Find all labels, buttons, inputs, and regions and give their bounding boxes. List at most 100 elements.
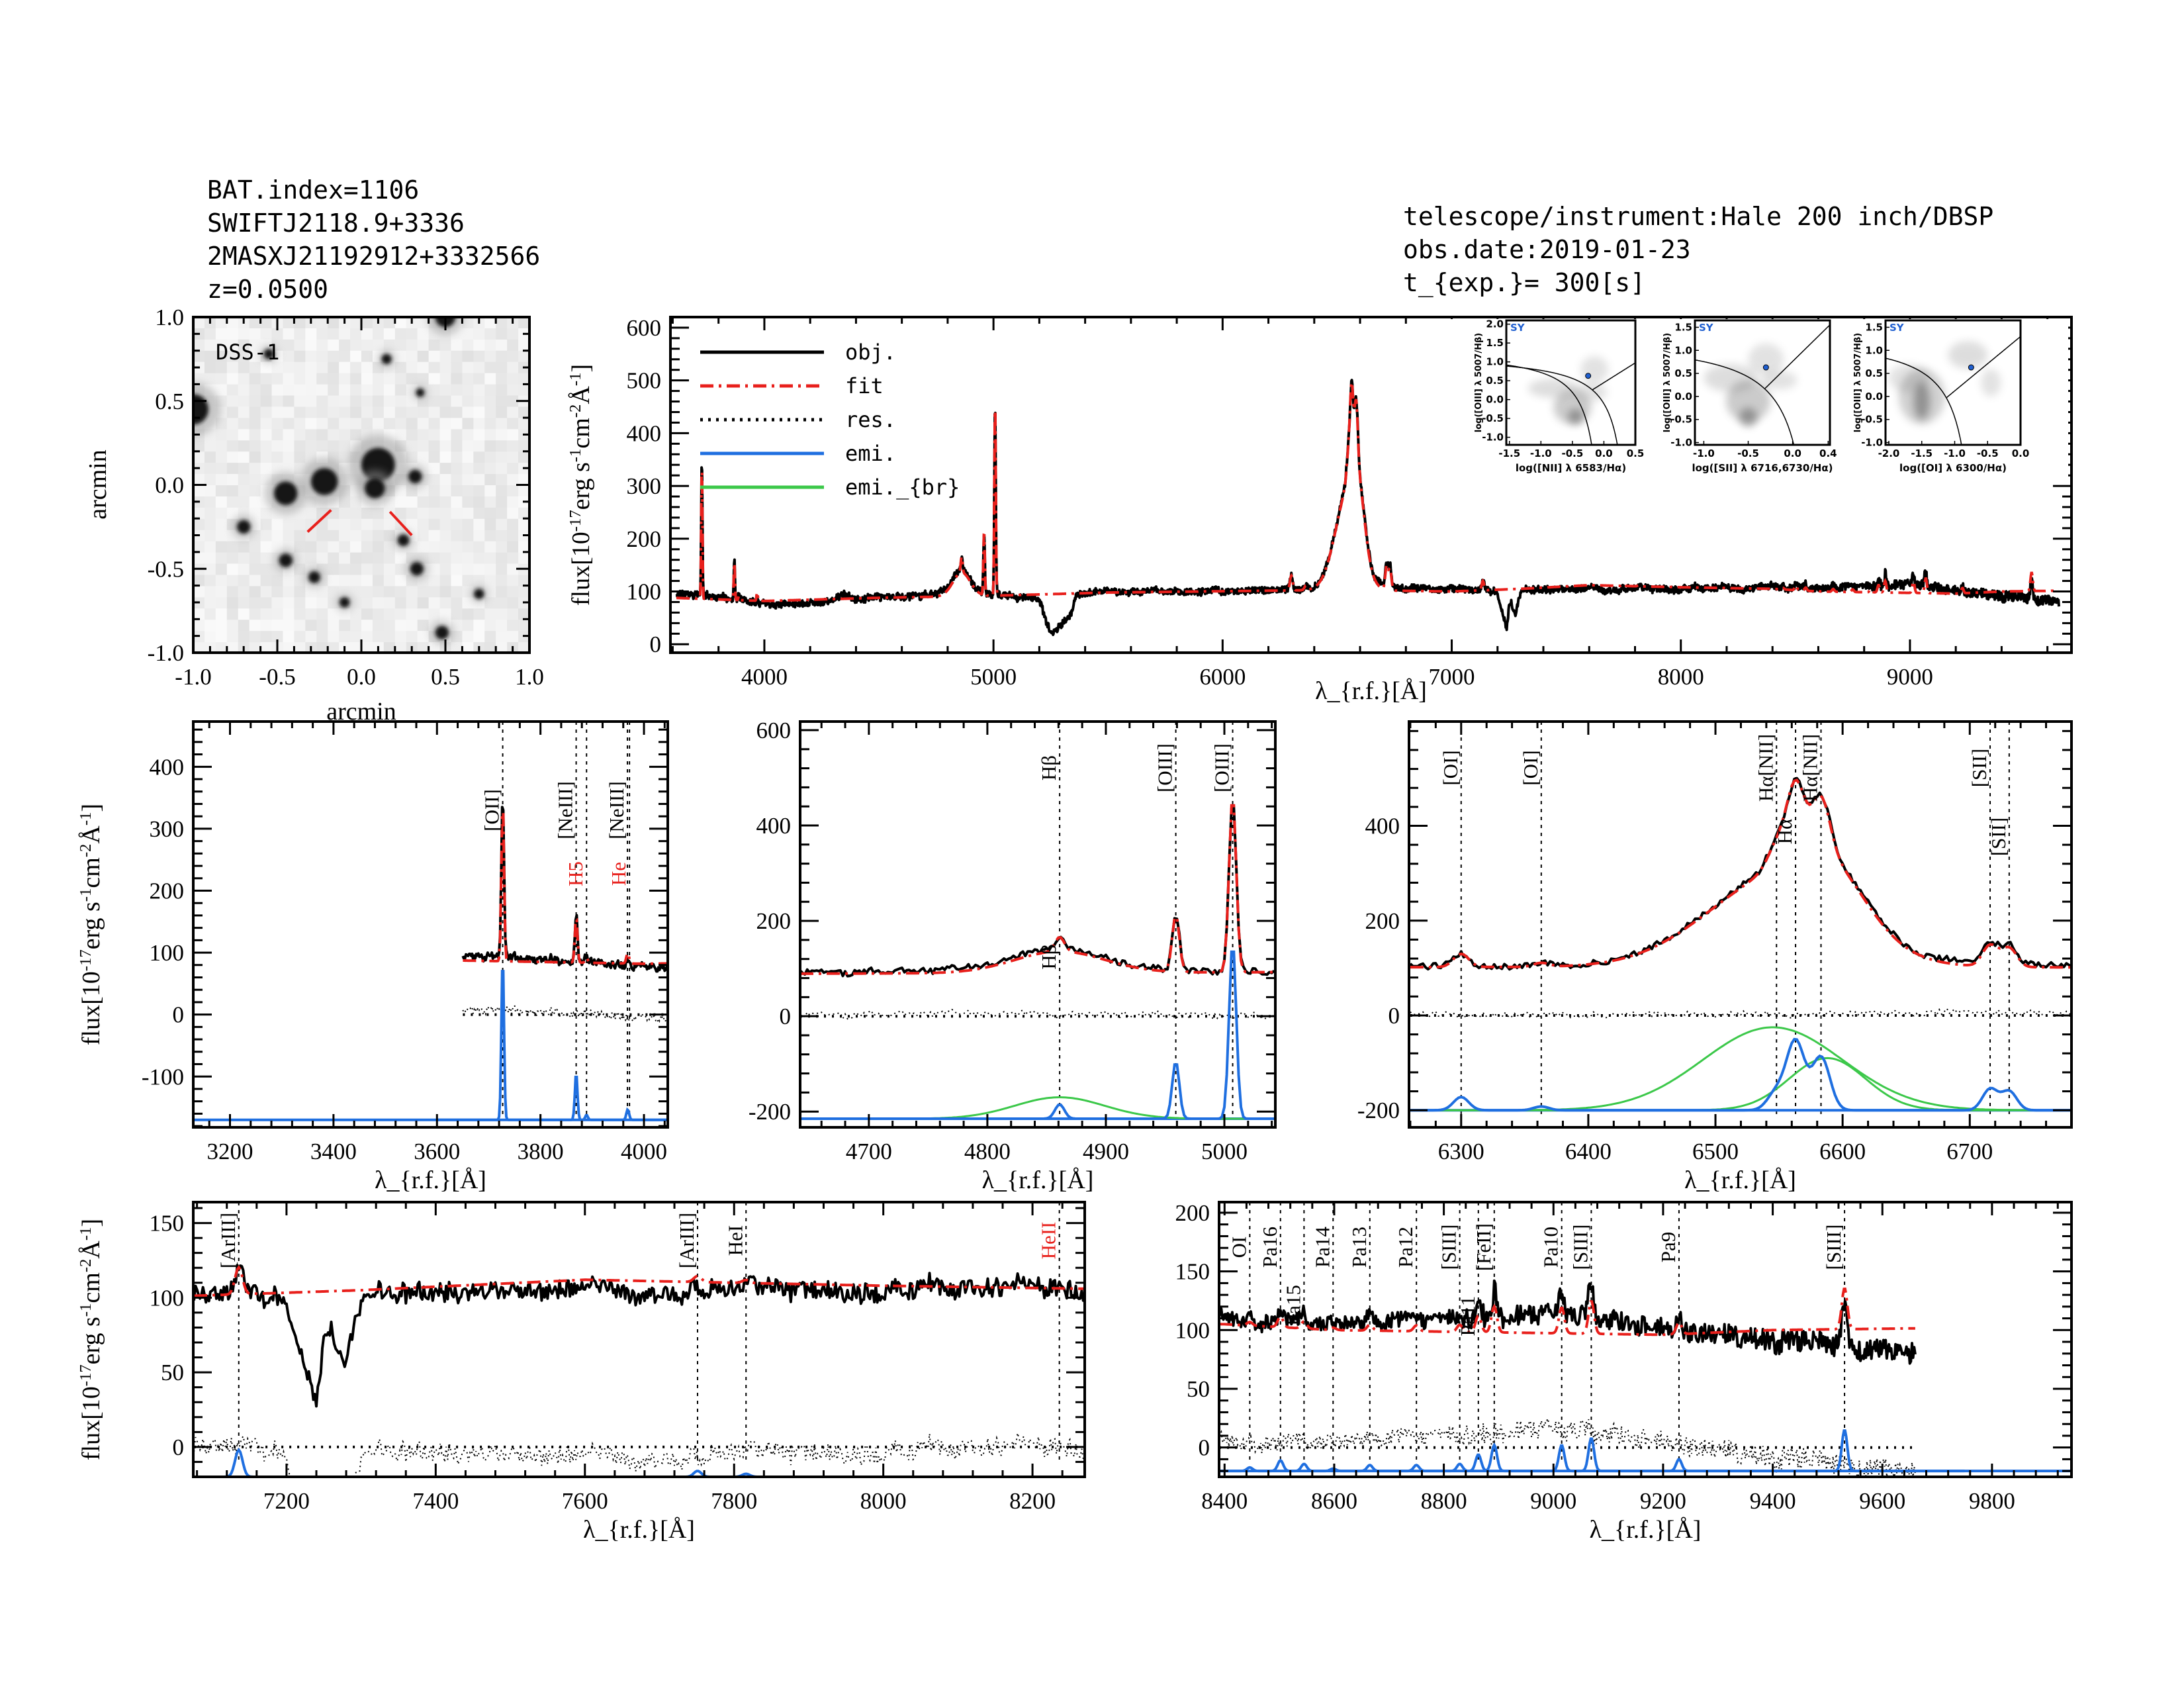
image-pixel [294,575,306,586]
image-pixel [215,418,228,430]
image-pixel [406,451,418,463]
image-pixel [439,552,452,565]
image-pixel [350,620,362,632]
image-pixel [238,406,250,418]
x-tick-label: 4700 [846,1139,892,1164]
y-tick-label: 400 [627,420,662,446]
image-pixel [305,631,317,643]
image-pixel [473,518,485,531]
image-pixel [462,384,474,397]
image-pixel [294,518,306,531]
image-pixel [417,586,430,598]
source [273,481,298,505]
plot-frame [799,720,1277,1129]
x-tick-label: 6300 [1438,1139,1484,1164]
image-pixel [361,406,373,418]
image-pixel [406,518,418,531]
image-pixel [283,373,295,385]
image-pixel [215,642,228,653]
image-pixel [283,631,295,643]
target-marker [306,509,332,533]
bpt-diagram-3: SY -2.0 -1.5 -1.0 -0.5 0.0 -1.0 -0.5 0.0 0.5 1.0 1.… [1853,319,2029,474]
y-tick-label: 0.5 [1486,375,1504,387]
x-tick-label: 0.4 [1819,447,1837,459]
image-pixel [271,530,284,542]
image-pixel [226,541,239,553]
image-pixel [361,395,373,408]
image-pixel [226,642,239,653]
image-pixel [328,395,340,408]
class-label: SY [1699,322,1714,334]
x-tick-label: 9000 [1887,664,1933,690]
density-contour [1528,379,1579,398]
y-tick-label: 0 [650,632,662,657]
image-pixel [350,317,362,329]
image-pixel [417,339,430,352]
image-pixel [215,541,228,553]
image-pixel [462,339,474,352]
image-pixel [283,350,295,363]
image-pixel [339,373,351,385]
image-pixel [305,429,317,441]
image-pixel [507,507,519,520]
image-pixel [372,575,385,586]
image-pixel [383,563,396,576]
image-pixel [294,440,306,452]
image-pixel [305,530,317,542]
image-pixel [496,642,508,653]
image-pixel [417,642,430,653]
image-pixel [507,373,519,385]
image-pixel [238,608,250,620]
y-tick-label: 400 [1365,814,1400,839]
dss-image [193,317,529,653]
y-tick-label: 1.0 [1486,356,1504,368]
line-label: [ArIII] [216,1213,240,1268]
image-pixel [204,597,216,609]
y-tick-label: 1.5 [1486,337,1504,349]
image-pixel [406,608,418,620]
header: BAT.index=1106 SWIFTJ2118.9+3336 2MASXJ211… [207,175,1993,304]
image-pixel [383,597,396,609]
image-pixel [339,563,351,576]
image-pixel [496,429,508,441]
image-pixel [496,507,508,520]
image-pixel [204,518,216,531]
image-pixel [428,608,441,620]
image-pixel [193,440,205,452]
image-pixel [226,350,239,363]
image-pixel [316,541,328,553]
image-pixel [249,451,261,463]
image-pixel [451,339,463,352]
image-pixel [350,507,362,520]
y-tick-label: 0.5 [1674,367,1692,379]
observed-spectrum [193,1264,1085,1408]
line-label: Hα[NII] [1799,734,1822,802]
image-pixel [394,373,407,385]
image-pixel [473,429,485,441]
image-pixel [238,485,250,497]
image-pixel [496,373,508,385]
x-tick-label: 4900 [1083,1139,1129,1164]
image-pixel [305,507,317,520]
image-pixel [406,429,418,441]
image-pixel [215,440,228,452]
image-pixel [484,575,496,586]
image-pixel [271,395,284,408]
image-pixel [316,620,328,632]
image-pixel [451,575,463,586]
y-tick-label: 2.0 [1486,318,1504,330]
image-pixel [238,541,250,553]
residual-series [800,1008,1275,1021]
x-tick-label: -1.0 [175,664,211,690]
image-pixel [305,597,317,609]
source [339,597,350,608]
image-pixel [238,563,250,576]
image-pixel [305,608,317,620]
y-tick-label: 300 [150,816,185,842]
image-pixel [226,451,239,463]
image-pixel [249,597,261,609]
x-tick-label: -0.5 [259,664,295,690]
image-pixel [406,339,418,352]
image-pixel [283,418,295,430]
image-pixel [215,451,228,463]
